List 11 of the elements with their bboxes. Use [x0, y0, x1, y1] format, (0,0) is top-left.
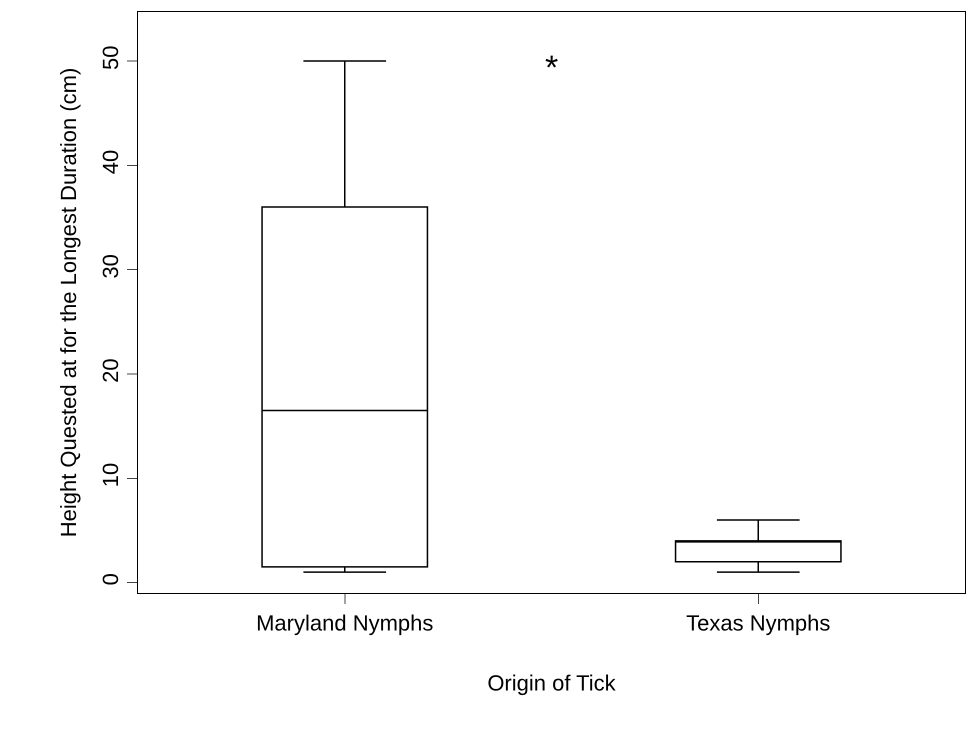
- y-tick-label: 50: [98, 45, 124, 70]
- y-tick-label: 30: [98, 254, 124, 279]
- y-tick-label: 40: [98, 150, 124, 174]
- x-tick-label: Texas Nymphs: [686, 610, 830, 636]
- y-tick-label: 0: [98, 573, 124, 586]
- y-axis-title: Height Quested at for the Longest Duration (cm): [56, 68, 81, 538]
- x-tick-label: Maryland Nymphs: [256, 610, 434, 636]
- x-axis-title: Origin of Tick: [487, 670, 617, 696]
- y-tick-label: 20: [98, 358, 124, 383]
- annotation: *: [545, 49, 558, 87]
- y-tick-label: 10: [98, 462, 124, 488]
